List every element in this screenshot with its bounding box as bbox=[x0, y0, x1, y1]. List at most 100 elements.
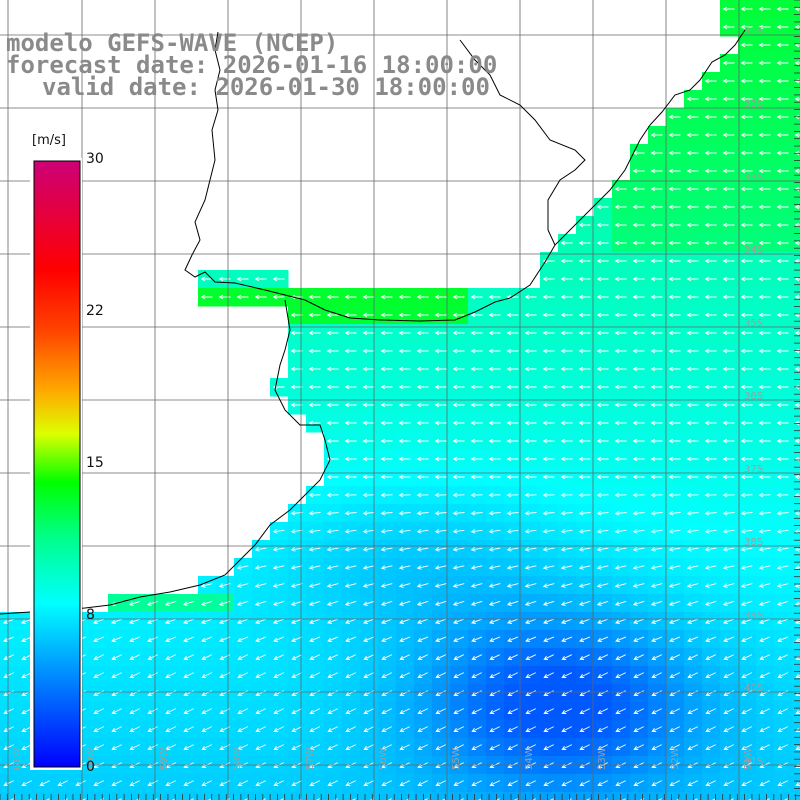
wind-arrow bbox=[669, 726, 681, 732]
wind-arrow bbox=[758, 420, 771, 426]
wind-arrow bbox=[132, 798, 141, 800]
wind-arrow bbox=[668, 384, 681, 390]
wind-arrow bbox=[632, 474, 645, 480]
wind-arrow bbox=[434, 384, 447, 390]
wind-arrow bbox=[614, 330, 627, 336]
wind-arrow bbox=[758, 60, 771, 66]
wind-arrow bbox=[722, 114, 735, 120]
wind-arrow bbox=[776, 492, 789, 498]
longitude-label: 51W bbox=[743, 747, 754, 770]
wind-arrow bbox=[183, 708, 195, 714]
wind-arrow bbox=[668, 583, 681, 588]
wind-arrow bbox=[255, 672, 267, 678]
wind-arrow bbox=[723, 618, 735, 624]
wind-arrow bbox=[651, 636, 663, 642]
wind-arrow bbox=[633, 708, 645, 714]
wind-arrow bbox=[794, 132, 800, 138]
wind-arrow bbox=[597, 744, 609, 750]
wind-arrow bbox=[471, 672, 483, 678]
wind-arrow bbox=[344, 384, 357, 390]
wind-arrow bbox=[510, 798, 519, 800]
wind-arrow bbox=[561, 780, 573, 786]
wind-arrow bbox=[578, 456, 591, 462]
wind-arrow bbox=[704, 222, 717, 228]
wind-arrow bbox=[489, 726, 501, 732]
wind-arrow bbox=[398, 402, 411, 408]
wind-cell bbox=[306, 792, 325, 800]
longitude-label: 59W bbox=[159, 747, 170, 770]
wind-arrow bbox=[524, 384, 537, 390]
wind-arrow bbox=[560, 294, 573, 300]
wind-arrow bbox=[416, 366, 429, 372]
wind-cell bbox=[792, 612, 800, 631]
wind-arrow bbox=[542, 366, 555, 372]
wind-arrow bbox=[525, 618, 537, 624]
wind-arrow bbox=[398, 330, 411, 336]
wind-arrow bbox=[111, 780, 123, 786]
wind-arrow bbox=[417, 780, 429, 786]
wind-arrow bbox=[633, 726, 645, 732]
wind-arrow bbox=[632, 348, 645, 354]
wind-arrow bbox=[741, 672, 753, 678]
wind-arrow bbox=[327, 636, 339, 642]
wind-arrow bbox=[291, 672, 303, 678]
wind-arrow bbox=[633, 690, 645, 696]
wind-arrow bbox=[579, 780, 591, 786]
wind-cell bbox=[342, 792, 361, 800]
wind-arrow bbox=[650, 258, 663, 264]
wind-arrow bbox=[668, 366, 681, 372]
wind-arrow bbox=[758, 96, 771, 102]
wind-arrow bbox=[93, 636, 105, 642]
wind-arrow bbox=[650, 565, 663, 570]
wind-arrow bbox=[722, 78, 735, 84]
wind-arrow bbox=[776, 222, 789, 228]
wind-arrow bbox=[777, 672, 789, 678]
wind-arrow bbox=[542, 474, 555, 480]
wind-arrow bbox=[21, 780, 33, 786]
wind-arrow bbox=[632, 438, 645, 444]
wind-arrow bbox=[777, 726, 789, 732]
wind-arrow bbox=[704, 565, 717, 570]
wind-arrow bbox=[542, 565, 555, 570]
wind-arrow bbox=[650, 240, 663, 246]
wind-arrow bbox=[438, 798, 447, 800]
wind-cell bbox=[666, 792, 685, 800]
wind-arrow bbox=[722, 96, 735, 102]
wind-arrow bbox=[777, 654, 788, 660]
wind-arrow bbox=[3, 708, 15, 714]
wind-arrow bbox=[308, 420, 321, 426]
wind-cell bbox=[54, 792, 73, 800]
wind-arrow bbox=[560, 384, 573, 390]
wind-arrow bbox=[560, 565, 573, 570]
wind-cell bbox=[576, 792, 595, 800]
wind-arrow bbox=[686, 96, 699, 102]
wind-arrow bbox=[452, 366, 465, 372]
wind-arrow bbox=[723, 744, 735, 750]
wind-arrow bbox=[596, 492, 609, 498]
wind-arrow bbox=[650, 204, 663, 210]
wind-arrow bbox=[308, 565, 321, 570]
wind-arrow bbox=[470, 565, 483, 570]
wind-arrow bbox=[632, 583, 645, 588]
wind-arrow bbox=[452, 600, 465, 606]
wind-arrow bbox=[452, 312, 465, 318]
wind-arrow bbox=[452, 348, 465, 354]
wind-arrow bbox=[722, 150, 735, 156]
wind-cell bbox=[792, 576, 800, 595]
wind-arrow bbox=[794, 240, 800, 246]
wind-arrow bbox=[237, 636, 249, 642]
wind-arrow bbox=[758, 547, 771, 552]
wind-arrow bbox=[740, 294, 753, 300]
wind-arrow bbox=[345, 708, 357, 714]
wind-arrow bbox=[363, 780, 375, 786]
wind-arrow bbox=[740, 204, 753, 210]
wind-arrow bbox=[380, 600, 393, 606]
latitude-label: 40S bbox=[744, 683, 763, 694]
wind-arrow bbox=[435, 708, 447, 714]
wind-arrow bbox=[668, 438, 681, 444]
wind-arrow bbox=[704, 510, 717, 516]
wind-arrow bbox=[507, 672, 519, 678]
wind-arrow bbox=[614, 366, 627, 372]
wind-arrow bbox=[416, 294, 429, 300]
